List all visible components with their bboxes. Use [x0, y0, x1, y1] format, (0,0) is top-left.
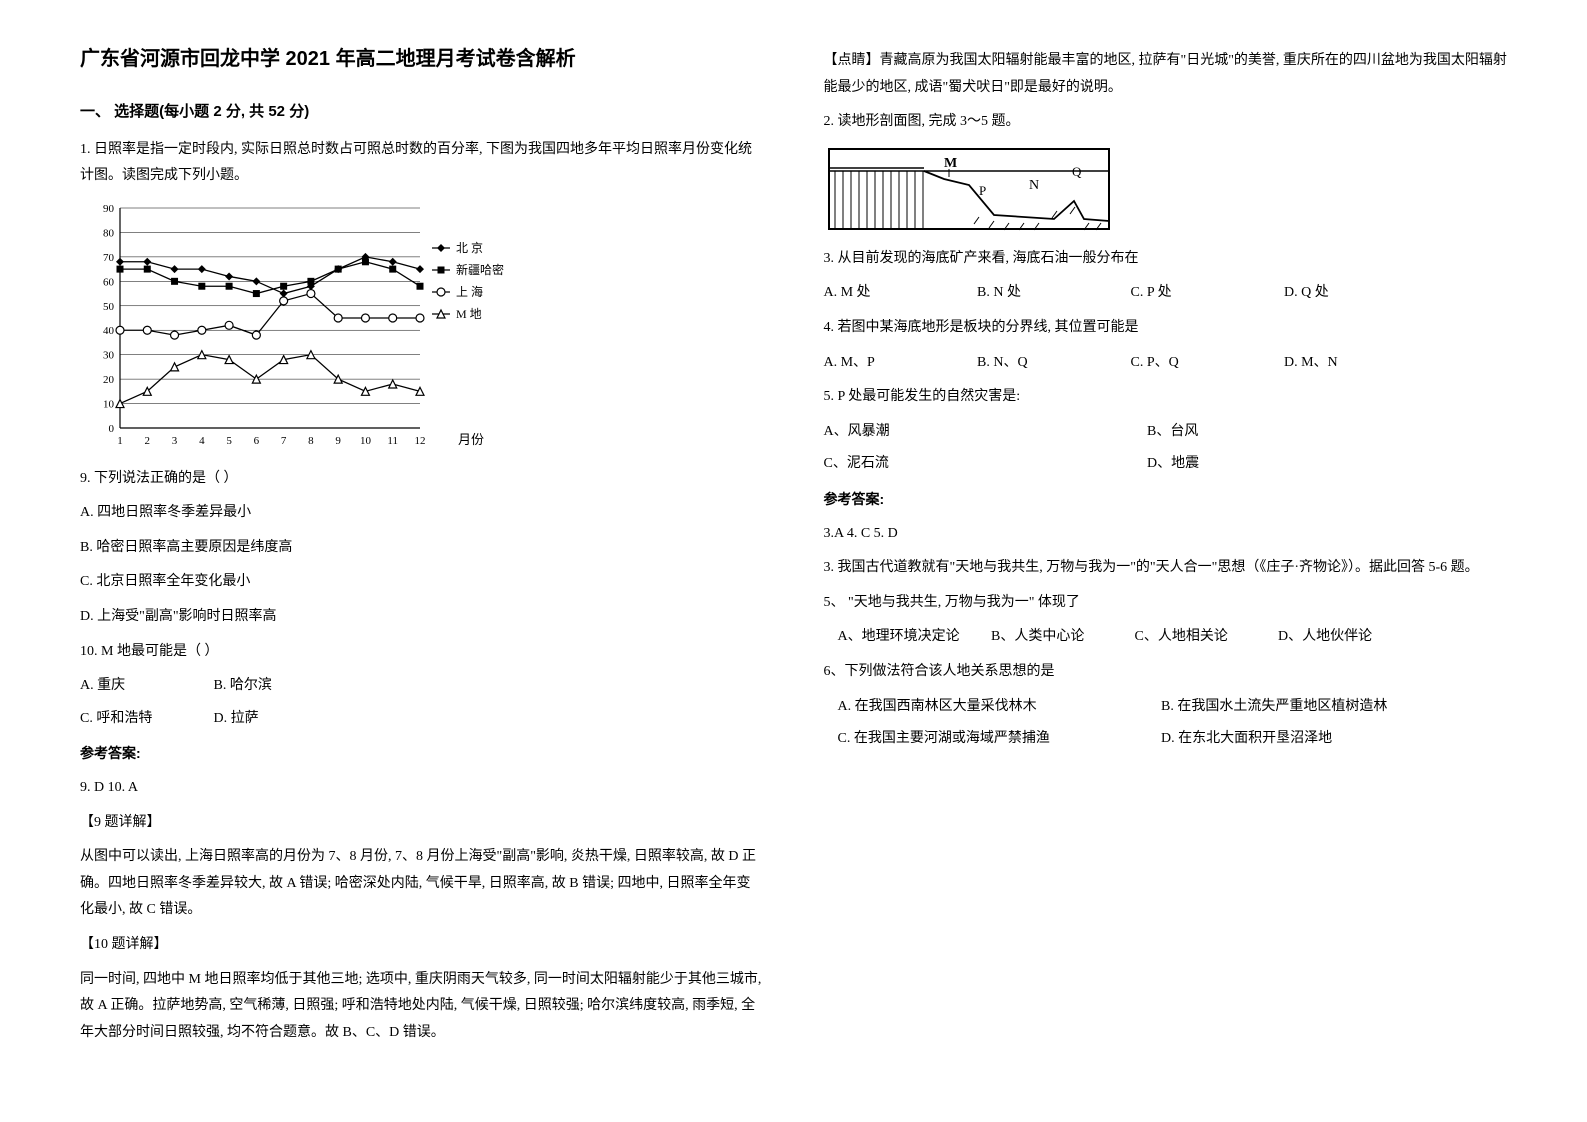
q9-opt-b: B. 哈密日照率高主要原因是纬度高 [80, 535, 764, 562]
q4-opt-b: B. N、Q [977, 350, 1127, 377]
q5b-opts: A、地理环境决定论 B、人类中心论 C、人地相关论 D、人地伙伴论 [824, 624, 1508, 651]
tip-text: 【点睛】青藏高原为我国太阳辐射能最丰富的地区, 拉萨有"日光城"的美誉, 重庆所… [824, 48, 1508, 101]
q10-opts-row2: C. 呼和浩特 D. 拉萨 [80, 706, 764, 733]
q9-opt-d: D. 上海受"副高"影响时日照率高 [80, 604, 764, 631]
exp9-label: 【9 题详解】 [80, 810, 764, 837]
svg-text:12: 12 [415, 435, 426, 447]
q3-opt-a: A. M 处 [824, 280, 974, 307]
q3-opts: A. M 处 B. N 处 C. P 处 D. Q 处 [824, 280, 1508, 307]
q3-opt-b: B. N 处 [977, 280, 1127, 307]
q3-stem: 3. 从目前发现的海底矿产来看, 海底石油一般分布在 [824, 246, 1508, 273]
q1-stem: 1. 日照率是指一定时段内, 实际日照总时数占可照总时数的百分率, 下图为我国四… [80, 137, 764, 190]
q6b-opt-d: D. 在东北大面积开垦沼泽地 [1161, 726, 1481, 753]
svg-text:上 海: 上 海 [456, 284, 483, 299]
exp10-label: 【10 题详解】 [80, 932, 764, 959]
answer-9-10: 9. D 10. A [80, 775, 764, 802]
q5-opt-a: A、风暴潮 [824, 419, 1144, 446]
svg-text:P: P [979, 183, 986, 198]
q6b-opt-a: A. 在我国西南林区大量采伐林木 [838, 694, 1158, 721]
q2-intro: 2. 读地形剖面图, 完成 3〜5 题。 [824, 109, 1508, 136]
q10-opt-d: D. 拉萨 [214, 706, 344, 733]
section-heading: 一、 选择题(每小题 2 分, 共 52 分) [80, 98, 764, 127]
q6b-stem: 6、下列做法符合该人地关系思想的是 [824, 659, 1508, 686]
q4-opt-c: C. P、Q [1131, 350, 1281, 377]
left-column: 广东省河源市回龙中学 2021 年高二地理月考试卷含解析 一、 选择题(每小题 … [50, 40, 794, 1082]
cross-section-diagram: M P N Q [824, 144, 1114, 234]
q4-opts: A. M、P B. N、Q C. P、Q D. M、N [824, 350, 1508, 377]
q9-opt-c: C. 北京日照率全年变化最小 [80, 569, 764, 596]
svg-text:50: 50 [103, 300, 115, 312]
svg-text:0: 0 [109, 423, 115, 435]
svg-text:1: 1 [117, 435, 123, 447]
svg-text:Q: Q [1072, 164, 1082, 179]
answer-label-1: 参考答案: [80, 740, 764, 767]
answer-label-2: 参考答案: [824, 486, 1508, 513]
svg-text:11: 11 [387, 435, 398, 447]
q9-stem: 9. 下列说法正确的是（ ） [80, 466, 764, 493]
exp9-text: 从图中可以读出, 上海日照率高的月份为 7、8 月份, 7、8 月份上海受"副高… [80, 844, 764, 924]
q6b-opt-b: B. 在我国水土流失严重地区植树造林 [1161, 694, 1481, 721]
svg-text:80: 80 [103, 227, 115, 239]
svg-text:30: 30 [103, 349, 115, 361]
q4-opt-d: D. M、N [1284, 350, 1434, 377]
svg-text:10: 10 [360, 435, 372, 447]
right-column: 【点睛】青藏高原为我国太阳辐射能最丰富的地区, 拉萨有"日光城"的美誉, 重庆所… [794, 40, 1538, 1082]
q10-opts-row1: A. 重庆 B. 哈尔滨 [80, 673, 764, 700]
q4-stem: 4. 若图中某海底地形是板块的分界线, 其位置可能是 [824, 315, 1508, 342]
diagram-svg: M P N Q [824, 144, 1114, 234]
q5-stem: 5. P 处最可能发生的自然灾害是: [824, 384, 1508, 411]
svg-text:9: 9 [335, 435, 341, 447]
svg-text:2: 2 [145, 435, 151, 447]
q5b-opt-b: B、人类中心论 [991, 624, 1131, 651]
q4-opt-a: A. M、P [824, 350, 974, 377]
q10-opt-a: A. 重庆 [80, 673, 210, 700]
svg-text:新疆哈密: 新疆哈密 [456, 262, 504, 277]
svg-text:3: 3 [172, 435, 178, 447]
svg-text:北 京: 北 京 [456, 241, 483, 255]
line-chart-svg: 0102030405060708090123456789101112月份北 京新… [80, 198, 520, 458]
q6b-opts-row2: C. 在我国主要河湖或海域严禁捕渔 D. 在东北大面积开垦沼泽地 [824, 726, 1508, 753]
svg-text:N: N [1029, 178, 1039, 193]
svg-text:月份: 月份 [458, 432, 484, 447]
q3-opt-c: C. P 处 [1131, 280, 1281, 307]
svg-text:70: 70 [103, 252, 115, 264]
svg-text:6: 6 [254, 435, 260, 447]
svg-text:20: 20 [103, 374, 115, 386]
q5b-opt-c: C、人地相关论 [1135, 624, 1275, 651]
q3-opt-d: D. Q 处 [1284, 280, 1434, 307]
q5-opt-c: C、泥石流 [824, 451, 1144, 478]
q5-opts-row1: A、风暴潮 B、台风 [824, 419, 1508, 446]
q10-stem: 10. M 地最可能是（ ） [80, 639, 764, 666]
svg-text:60: 60 [103, 276, 115, 288]
svg-text:90: 90 [103, 203, 115, 215]
svg-text:10: 10 [103, 398, 115, 410]
q10-opt-c: C. 呼和浩特 [80, 706, 210, 733]
q3b-intro: 3. 我国古代道教就有"天地与我共生, 万物与我为一"的"天人合一"思想（《庄子… [824, 555, 1508, 582]
q5-opt-d: D、地震 [1147, 451, 1467, 478]
answer-345: 3.A 4. C 5. D [824, 521, 1508, 548]
q5-opts-row2: C、泥石流 D、地震 [824, 451, 1508, 478]
svg-text:5: 5 [226, 435, 232, 447]
q10-opt-b: B. 哈尔滨 [214, 673, 344, 700]
sunshine-rate-chart: 0102030405060708090123456789101112月份北 京新… [80, 198, 520, 458]
q6b-opt-c: C. 在我国主要河湖或海域严禁捕渔 [838, 726, 1158, 753]
svg-text:M 地: M 地 [456, 307, 482, 321]
doc-title: 广东省河源市回龙中学 2021 年高二地理月考试卷含解析 [80, 40, 764, 78]
exp10-text: 同一时间, 四地中 M 地日照率均低于其他三地; 选项中, 重庆阴雨天气较多, … [80, 967, 764, 1047]
q5-opt-b: B、台风 [1147, 419, 1467, 446]
svg-text:7: 7 [281, 435, 287, 447]
q5b-opt-d: D、人地伙伴论 [1278, 624, 1418, 651]
q6b-opts-row1: A. 在我国西南林区大量采伐林木 B. 在我国水土流失严重地区植树造林 [824, 694, 1508, 721]
svg-text:M: M [944, 156, 957, 171]
q9-opt-a: A. 四地日照率冬季差异最小 [80, 500, 764, 527]
svg-text:4: 4 [199, 435, 205, 447]
q5b-opt-a: A、地理环境决定论 [838, 624, 988, 651]
svg-text:40: 40 [103, 325, 115, 337]
q5b-stem: 5、 "天地与我共生, 万物与我为一" 体现了 [824, 590, 1508, 617]
svg-text:8: 8 [308, 435, 314, 447]
